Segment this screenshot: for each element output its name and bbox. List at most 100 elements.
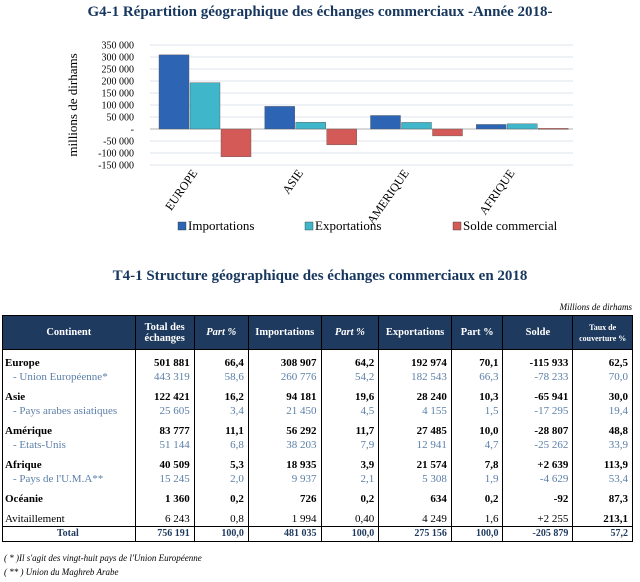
y-tick-label: -150 000: [98, 161, 134, 172]
table-cell: 56 292: [247, 418, 322, 438]
table-row: Océanie 1 360 0,2 726 0,2 634 0,2 -92 87,3: [2, 486, 633, 506]
table-cell: 70,0: [572, 370, 633, 384]
table-cell: 0,2: [450, 486, 504, 506]
table-cell: 51 144: [134, 438, 195, 452]
bar-solde-commercial: [326, 128, 357, 146]
table-cell: 4 155: [378, 404, 452, 418]
table-cell: 87,3: [572, 486, 633, 506]
x-tick-label: ASIE: [279, 167, 306, 197]
table-cell: 16,2: [193, 384, 249, 404]
table-cell: +2 255: [502, 506, 574, 527]
table-cell: 1 994: [247, 506, 322, 527]
table-cell: 40 509: [134, 452, 195, 472]
table-cell: -205 879: [502, 526, 574, 542]
table-cell: 9 937: [247, 472, 322, 486]
table-cell: 15 245: [134, 472, 195, 486]
table-cell: 4,7: [450, 438, 504, 452]
x-tick-label: AFRIQUE: [476, 167, 517, 218]
table-cell: 12 941: [378, 438, 452, 452]
bar-importations: [370, 115, 401, 130]
table-cell: 5 308: [378, 472, 452, 486]
table-cell: 54,2: [320, 370, 380, 384]
row-label: Océanie: [2, 486, 136, 506]
table-cell: 4 249: [378, 506, 452, 527]
table-cell: 11,7: [320, 418, 380, 438]
table-cell: 2,0: [193, 472, 249, 486]
table-cell: 443 319: [134, 370, 195, 384]
bar-exportations: [295, 122, 326, 130]
table-row: Amérique 83 777 11,1 56 292 11,7 27 485 10,0 -2…: [2, 418, 633, 438]
table-cell: 100,0: [193, 526, 249, 542]
table-row: - Pays arabes asiatiques 25 605 3,4 21 450 4…: [2, 404, 633, 418]
y-tick-label: 250 000: [102, 65, 135, 76]
row-label: - Pays de l'U.M.A**: [2, 472, 136, 486]
table-title: T4-1 Structure géographique des échanges…: [112, 268, 528, 284]
table-cell: 122 421: [134, 384, 195, 404]
table-cell: 38 203: [247, 438, 322, 452]
row-label: Europe: [2, 349, 136, 370]
table-cell: 726: [247, 486, 322, 506]
table-cell: 27 485: [378, 418, 452, 438]
table-cell: 1,5: [450, 404, 504, 418]
table-cell: 30,0: [572, 384, 633, 404]
bar-solde-commercial: [220, 128, 252, 158]
table-cell: 501 881: [134, 349, 195, 370]
column-header: Taux de couverture %: [572, 315, 633, 350]
table-cell: -115 933: [502, 349, 574, 370]
bar-importations: [264, 106, 295, 130]
table-cell: 6 243: [134, 506, 195, 527]
table-cell: 3,4: [193, 404, 249, 418]
bar-exportations: [401, 122, 432, 130]
table-cell: 19,4: [572, 404, 633, 418]
column-header: Part %: [193, 315, 249, 350]
column-header: Total des échanges: [134, 315, 195, 350]
table-cell: 10,0: [450, 418, 504, 438]
table-cell: 94 181: [247, 384, 322, 404]
chart-title: G4-1 Répartition géographique des échang…: [87, 4, 553, 20]
table-cell: 260 776: [247, 370, 322, 384]
table-cell: 33,9: [572, 438, 633, 452]
bar-solde-commercial: [538, 128, 569, 130]
y-tick-label: 150 000: [102, 89, 135, 100]
table-cell: 4,5: [320, 404, 380, 418]
table-cell: 7,9: [320, 438, 380, 452]
row-label: Amérique: [2, 418, 136, 438]
table-cell: -25 262: [502, 438, 574, 452]
table-cell: 10,3: [450, 384, 504, 404]
table-cell: 6,8: [193, 438, 249, 452]
table-cell: 62,5: [572, 349, 633, 370]
table-row: Total 756 191 100,0 481 035 100,0 275 156 100,…: [2, 526, 633, 542]
y-tick-label: -100 000: [98, 149, 134, 160]
table-cell: 83 777: [134, 418, 195, 438]
table-cell: 19,6: [320, 384, 380, 404]
table-cell: 192 974: [378, 349, 452, 370]
table-cell: 0,8: [193, 506, 249, 527]
legend-label: Solde commercial: [463, 218, 558, 233]
column-header: Importations: [247, 315, 322, 350]
table-cell: 1,6: [450, 506, 504, 527]
table-cell: -78 233: [502, 370, 574, 384]
table-cell: 70,1: [450, 349, 504, 370]
column-header: Part %: [320, 315, 380, 350]
table-cell: 21 450: [247, 404, 322, 418]
column-header: Continent: [2, 315, 136, 350]
bar-exportations: [507, 123, 538, 130]
table-cell: 1 360: [134, 486, 195, 506]
row-label: Asie: [2, 384, 136, 404]
unit-label: Millions de dirhams: [559, 302, 632, 312]
table-cell: 634: [378, 486, 452, 506]
table-cell: 18 935: [247, 452, 322, 472]
table-cell: 3,9: [320, 452, 380, 472]
table-cell: 21 574: [378, 452, 452, 472]
row-label: - Pays arabes asiatiques: [2, 404, 136, 418]
table-cell: 182 543: [378, 370, 452, 384]
table-cell: 0,40: [320, 506, 380, 527]
table-row: - Union Européenne* 443 319 58,6 260 776 54,…: [2, 370, 633, 384]
table-cell: 64,2: [320, 349, 380, 370]
row-label: Afrique: [2, 452, 136, 472]
table-cell: 66,4: [193, 349, 249, 370]
legend-label: Importations: [188, 218, 254, 233]
table-cell: 756 191: [134, 526, 195, 542]
table-cell: 48,8: [572, 418, 633, 438]
